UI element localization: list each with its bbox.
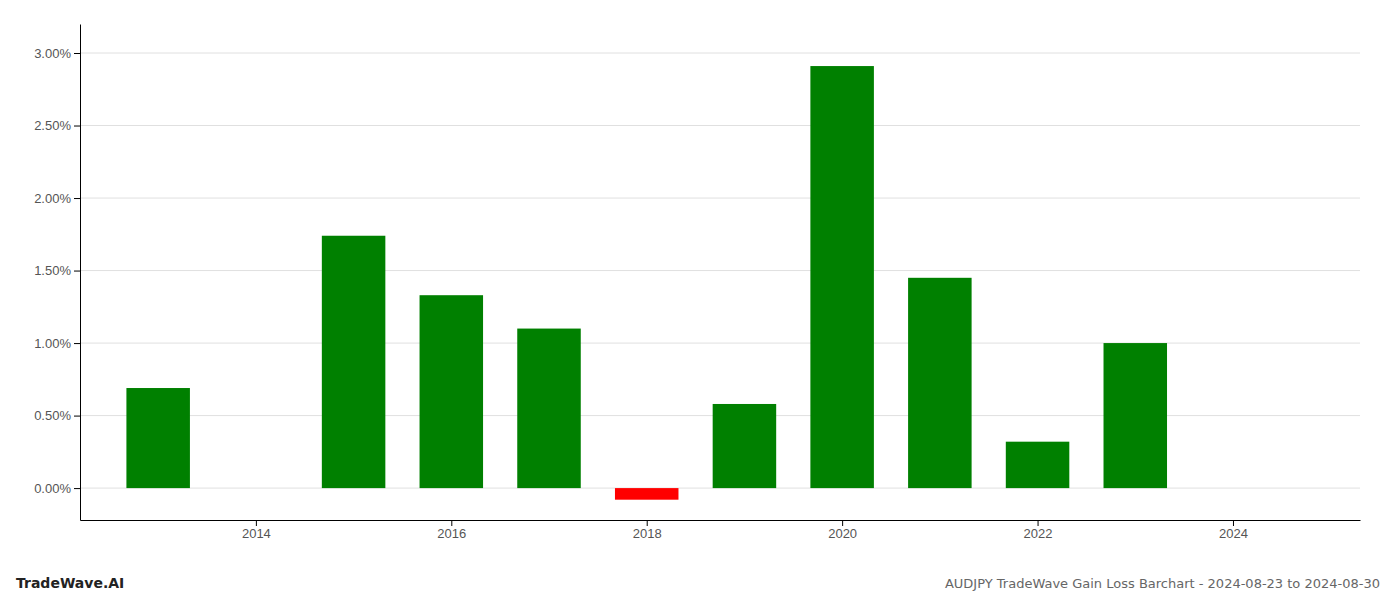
x-tick-label: 2016 <box>437 526 466 541</box>
x-tick: 2022 <box>1024 520 1053 541</box>
y-tick-mark <box>74 416 80 417</box>
x-tick: 2024 <box>1219 520 1248 541</box>
x-tick-label: 2024 <box>1219 526 1248 541</box>
x-tick: 2016 <box>437 520 466 541</box>
y-tick-mark <box>74 488 80 489</box>
x-tick-mark <box>256 520 257 526</box>
grid-line <box>80 53 1360 54</box>
y-axis: 0.00% 0.50% 1.00% 1.50% 2.00% 2.50% 3.00% <box>34 25 80 521</box>
x-tick-mark <box>1038 520 1039 526</box>
annotation: TradeWave.AI <box>16 575 124 591</box>
bar <box>1006 442 1070 488</box>
y-tick-mark <box>74 271 80 272</box>
y-tick: 2.50% <box>34 118 80 133</box>
x-tick-label: 2014 <box>242 526 271 541</box>
y-tick-label: 2.00% <box>34 191 71 206</box>
y-tick-mark <box>74 343 80 344</box>
y-tick-mark <box>74 53 80 54</box>
x-tick: 2020 <box>828 520 857 541</box>
x-tick-label: 2018 <box>633 526 662 541</box>
bar <box>517 329 581 489</box>
y-tick: 0.50% <box>34 408 80 423</box>
bar <box>126 388 190 488</box>
y-tick-label: 1.50% <box>34 263 71 278</box>
bar <box>713 404 777 488</box>
title: AUDJPY TradeWave Gain Loss Barchart - 20… <box>945 576 1380 591</box>
bar <box>322 236 386 488</box>
bars <box>126 66 1167 500</box>
bar <box>810 66 874 488</box>
bar <box>1104 343 1168 488</box>
y-tick: 1.50% <box>34 263 80 278</box>
y-tick-mark <box>74 126 80 127</box>
y-tick: 2.00% <box>34 191 80 206</box>
x-tick-mark <box>1233 520 1234 526</box>
x-tick-label: 2022 <box>1024 526 1053 541</box>
y-tick: 1.00% <box>34 336 80 351</box>
y-axis-line <box>80 25 81 521</box>
chart: 0.00%0.50%1.00%1.50%2.00%2.50%3.00%20142… <box>0 0 1400 600</box>
bar <box>420 295 484 488</box>
x-tick-mark <box>842 520 843 526</box>
grid <box>80 53 1360 488</box>
x-axis-line <box>81 520 1361 521</box>
x-tick-mark <box>451 520 452 526</box>
y-tick-label: 3.00% <box>34 46 71 61</box>
x-tick-mark <box>647 520 648 526</box>
bar <box>908 278 972 488</box>
y-tick-mark <box>74 198 80 199</box>
y-tick-label: 1.00% <box>34 336 71 351</box>
y-tick: 0.00% <box>34 481 80 496</box>
x-axis: 2014 2016 2018 2020 2022 2024 <box>81 520 1361 541</box>
y-tick-label: 2.50% <box>34 118 71 133</box>
y-tick-label: 0.00% <box>34 481 71 496</box>
y-tick-label: 0.50% <box>34 408 71 423</box>
grid-line <box>80 343 1360 344</box>
x-tick-label: 2020 <box>828 526 857 541</box>
bar <box>615 488 679 500</box>
grid-line <box>80 270 1360 271</box>
grid-line <box>80 198 1360 199</box>
x-tick: 2014 <box>242 520 271 541</box>
y-tick: 3.00% <box>34 46 80 61</box>
x-tick: 2018 <box>633 520 662 541</box>
grid-line <box>80 125 1360 126</box>
